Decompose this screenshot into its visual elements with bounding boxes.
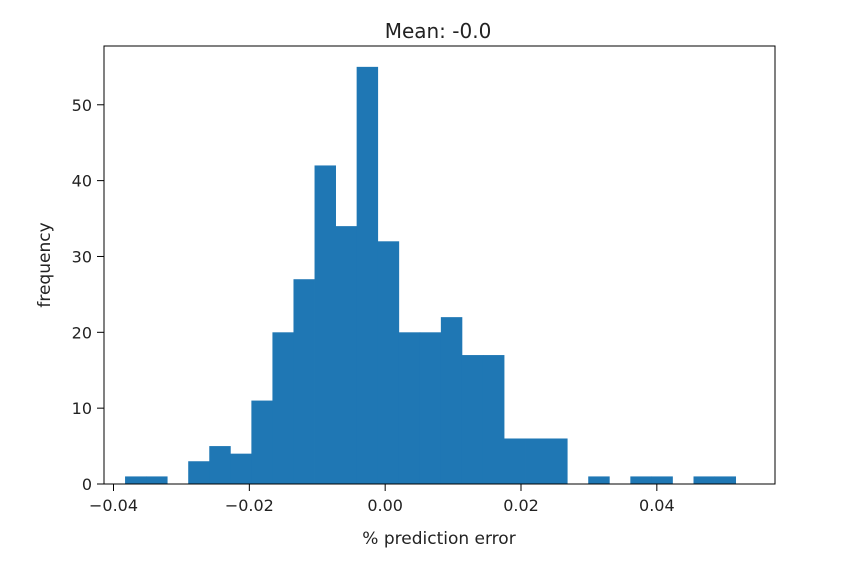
histogram-bar	[146, 476, 168, 484]
histogram-bar	[714, 476, 737, 484]
histogram-bar	[125, 476, 147, 484]
x-tick-label: 0.00	[367, 496, 403, 515]
x-tick-label: 0.02	[503, 496, 539, 515]
histogram-bar	[504, 438, 526, 484]
x-tick-label: −0.02	[225, 496, 274, 515]
chart-title: Mean: -0.0	[385, 19, 492, 43]
histogram-bar	[693, 476, 715, 484]
y-tick-label: 40	[72, 172, 92, 191]
bars-layer	[125, 66, 737, 485]
histogram-bar	[188, 461, 210, 484]
histogram-bar	[630, 476, 652, 484]
histogram-bar	[272, 332, 294, 484]
histogram-bar	[588, 476, 610, 484]
histogram-bar	[546, 438, 568, 484]
histogram-bar	[314, 165, 336, 484]
y-tick-label: 50	[72, 96, 92, 115]
axes-frame	[103, 45, 776, 485]
y-tick-label: 0	[82, 475, 92, 494]
histogram-bar	[293, 279, 315, 484]
histogram-bar	[230, 453, 252, 484]
histogram-bar	[209, 446, 231, 484]
y-axis-label: frequency	[35, 222, 55, 307]
ticks-layer: −0.04 −0.02 0.00 0.02 0.04 0 10 20 30 40 50	[72, 96, 675, 515]
x-tick-label: −0.04	[89, 496, 138, 515]
histogram-bar	[251, 400, 273, 484]
histogram-bar	[651, 476, 673, 484]
histogram-bar	[419, 332, 442, 484]
x-tick-label: 0.04	[639, 496, 675, 515]
histogram-bar	[525, 438, 547, 484]
y-tick-label: 30	[72, 247, 92, 266]
histogram-bar	[377, 241, 400, 484]
histogram-bar	[461, 355, 484, 484]
y-tick-label: 20	[72, 323, 92, 342]
histogram-bar	[398, 332, 421, 484]
y-tick-label: 10	[72, 399, 92, 418]
histogram-bar	[356, 66, 379, 485]
histogram-bar	[335, 226, 358, 484]
histogram-bar	[440, 317, 463, 484]
x-axis-label: % prediction error	[362, 529, 515, 549]
histogram-bar	[482, 355, 505, 484]
